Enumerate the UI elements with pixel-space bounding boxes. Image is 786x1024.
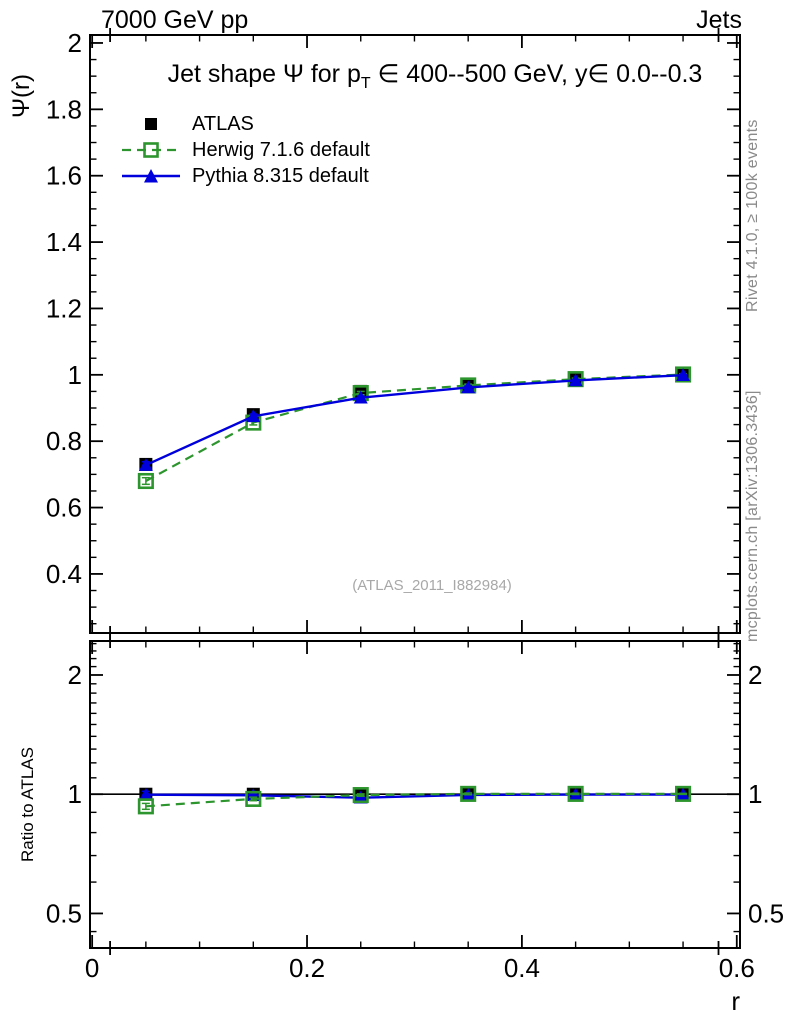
ratio-y-axis-title: Ratio to ATLAS — [18, 747, 37, 862]
plot-title-subscript: T — [360, 75, 371, 92]
main-frame — [89, 34, 741, 634]
svg-text:0.2: 0.2 — [289, 953, 325, 983]
svg-text:0.6: 0.6 — [719, 953, 755, 983]
plot-title-pre: Jet shape Ψ for p — [167, 60, 361, 88]
svg-text:1.4: 1.4 — [46, 227, 82, 257]
svg-text:1: 1 — [68, 779, 82, 809]
svg-text:0.8: 0.8 — [46, 426, 82, 456]
svg-text:0.6: 0.6 — [46, 493, 82, 523]
plot-title-post: ∈ 400--500 GeV, y∈ 0.0--0.3 — [370, 60, 703, 88]
ratio-axis-ticks — [90, 634, 740, 955]
main-series-atlas — [139, 368, 690, 471]
main-tick-labels: 0.4 0.6 0.8 1 1.2 1.4 1.6 1.8 2 — [46, 28, 82, 589]
legend-label-atlas: ATLAS — [192, 112, 254, 135]
plot-title: Jet shape Ψ for pT ∈ 400--500 GeV, y∈ 0.… — [110, 59, 760, 93]
panel-main: 0.4 0.6 0.8 1 1.2 1.4 1.6 1.8 2 — [46, 28, 741, 640]
svg-text:2: 2 — [748, 660, 762, 690]
analysis-type-label: Jets — [696, 6, 742, 34]
rivet-version-note: Rivet 4.1.0, ≥ 100k events — [744, 119, 761, 312]
pythia-solid-triangle-icon — [122, 169, 180, 183]
main-axis-ticks — [90, 28, 740, 640]
svg-text:1.8: 1.8 — [46, 94, 82, 124]
legend-label-herwig: Herwig 7.1.6 default — [192, 138, 370, 161]
panel-ratio: 0.5 0.5 1 1 2 2 0 0.2 0.4 0.6 — [46, 634, 784, 983]
main-series-herwig — [137, 366, 692, 490]
svg-text:0.5: 0.5 — [748, 898, 784, 928]
svg-text:2: 2 — [68, 660, 82, 690]
legend-item-pythia: Pythia 8.315 default — [122, 163, 370, 189]
svg-text:1: 1 — [748, 779, 762, 809]
mcplots-credit: mcplots.cern.ch [arXiv:1306.3436] — [744, 390, 761, 642]
svg-text:2: 2 — [68, 28, 82, 58]
x-axis-title: r — [731, 986, 740, 1016]
herwig-dashed-open-square-icon — [122, 142, 180, 158]
svg-text:0.4: 0.4 — [504, 953, 540, 983]
beam-energy-label: 7000 GeV pp — [101, 6, 249, 34]
main-series-pythia — [138, 368, 691, 471]
svg-text:1: 1 — [68, 360, 82, 390]
main-y-axis-title: Ψ(r) — [8, 73, 35, 118]
atlas-filled-square-icon — [145, 118, 157, 130]
svg-text:1.2: 1.2 — [46, 293, 82, 323]
svg-text:0.5: 0.5 — [46, 898, 82, 928]
legend-item-herwig: Herwig 7.1.6 default — [122, 137, 370, 163]
legend-item-atlas: ATLAS — [122, 111, 370, 137]
svg-text:0.4: 0.4 — [46, 559, 82, 589]
legend-label-pythia: Pythia 8.315 default — [192, 164, 369, 187]
ratio-series-herwig — [137, 785, 692, 815]
svg-text:0: 0 — [85, 953, 99, 983]
analysis-id-watermark: (ATLAS_2011_I882984) — [352, 577, 512, 594]
svg-text:1.6: 1.6 — [46, 161, 82, 191]
ratio-frame — [89, 640, 741, 949]
legend: ATLAS Herwig 7.1.6 default Pythia 8.315 … — [122, 111, 370, 189]
ratio-tick-labels: 0.5 0.5 1 1 2 2 0 0.2 0.4 0.6 — [46, 660, 784, 983]
